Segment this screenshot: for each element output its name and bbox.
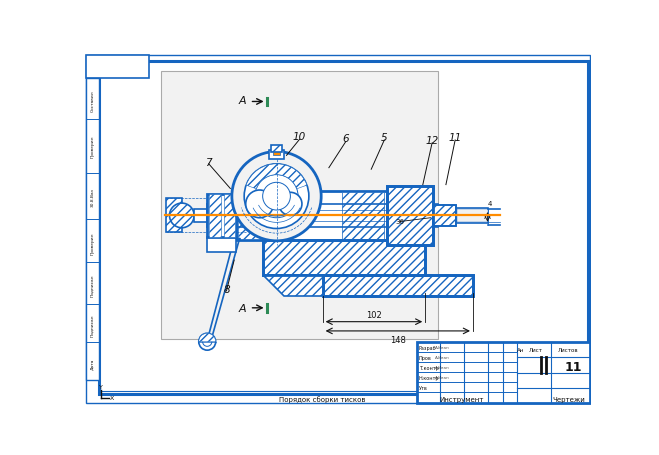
Text: А.Иван: А.Иван xyxy=(436,345,450,349)
Text: 4: 4 xyxy=(488,201,492,207)
Circle shape xyxy=(263,183,291,211)
Text: Т.контр: Т.контр xyxy=(419,365,439,370)
Bar xyxy=(416,342,590,404)
Bar xyxy=(224,194,235,238)
Text: A: A xyxy=(238,303,246,313)
Bar xyxy=(271,146,282,152)
Text: 8: 8 xyxy=(223,284,230,294)
Bar xyxy=(323,275,473,297)
Circle shape xyxy=(244,164,309,229)
Text: 102: 102 xyxy=(366,310,382,319)
Text: Листов: Листов xyxy=(558,347,579,352)
Bar xyxy=(207,238,237,253)
Circle shape xyxy=(202,337,212,347)
Text: A: A xyxy=(238,96,246,106)
Wedge shape xyxy=(246,164,307,189)
Text: Пров: Пров xyxy=(419,355,432,360)
Bar xyxy=(207,194,237,238)
Text: Н.контр: Н.контр xyxy=(419,375,440,380)
Text: Подписал: Подписал xyxy=(90,274,94,296)
Text: Y: Y xyxy=(99,384,103,389)
Bar xyxy=(273,153,279,156)
Bar xyxy=(387,187,433,245)
Circle shape xyxy=(246,191,273,218)
Text: Утв: Утв xyxy=(419,385,428,390)
Text: А.Иван: А.Иван xyxy=(436,375,450,379)
Bar xyxy=(167,199,182,233)
Text: 36: 36 xyxy=(395,219,404,225)
Circle shape xyxy=(232,152,321,241)
Wedge shape xyxy=(199,334,215,342)
Text: Лист: Лист xyxy=(529,347,543,352)
Text: 5: 5 xyxy=(381,132,387,142)
Bar xyxy=(194,210,208,222)
Text: Порядок сборки тисков: Порядок сборки тисков xyxy=(279,395,366,402)
Polygon shape xyxy=(264,275,323,297)
Bar xyxy=(433,205,456,227)
Text: 30.8.Ваз: 30.8.Ваз xyxy=(90,187,94,206)
Circle shape xyxy=(199,334,215,350)
Bar xyxy=(457,210,488,222)
Text: Проверил: Проверил xyxy=(90,136,94,158)
Text: Чертежи: Чертежи xyxy=(553,396,585,402)
Text: Ан: Ан xyxy=(517,347,525,352)
Bar xyxy=(387,187,433,245)
Text: 10: 10 xyxy=(293,132,306,142)
Text: 11: 11 xyxy=(449,132,462,142)
Text: X: X xyxy=(109,395,114,400)
Bar xyxy=(264,241,425,275)
Text: Инструмент: Инструмент xyxy=(439,396,484,402)
Bar xyxy=(86,56,149,79)
Text: 11: 11 xyxy=(564,360,582,373)
Bar xyxy=(161,71,438,339)
Bar xyxy=(433,205,456,227)
Text: Разраб: Разраб xyxy=(419,345,437,350)
Text: Проверил: Проверил xyxy=(90,232,94,254)
Text: 6: 6 xyxy=(343,134,349,144)
Bar xyxy=(456,208,488,223)
Text: А.Иван: А.Иван xyxy=(436,365,450,369)
Bar xyxy=(86,79,100,380)
Bar xyxy=(342,193,384,239)
Bar xyxy=(264,241,425,275)
Text: 7: 7 xyxy=(206,157,212,167)
Text: Составил: Составил xyxy=(90,90,94,111)
Circle shape xyxy=(279,193,302,216)
Bar xyxy=(323,275,473,297)
Bar xyxy=(238,193,280,239)
Text: Подписал: Подписал xyxy=(90,314,94,336)
Text: А.Иван: А.Иван xyxy=(436,355,450,359)
Text: Дата: Дата xyxy=(90,358,94,369)
Bar xyxy=(209,194,221,238)
Text: 12: 12 xyxy=(426,136,439,146)
Circle shape xyxy=(255,175,298,218)
Circle shape xyxy=(169,204,194,228)
Text: 148: 148 xyxy=(390,335,406,344)
Bar xyxy=(237,192,387,241)
Bar xyxy=(269,151,284,160)
